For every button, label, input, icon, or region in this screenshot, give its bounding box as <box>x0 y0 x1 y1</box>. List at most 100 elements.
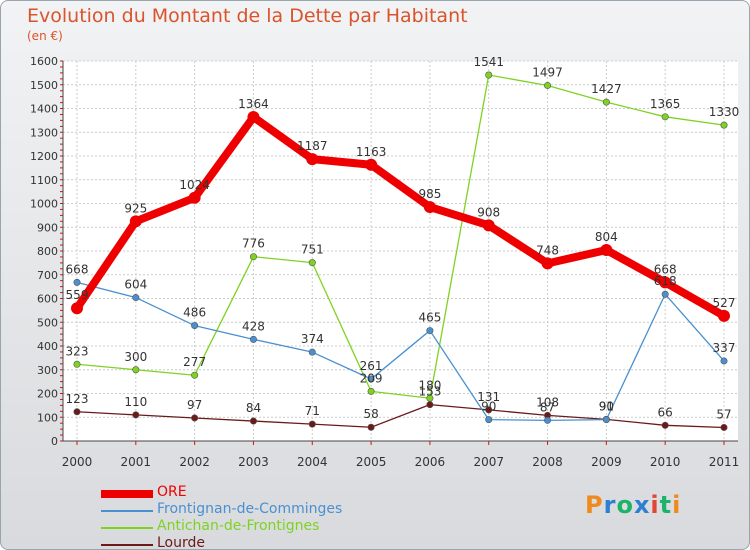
legend-label: Lourde <box>157 535 206 550</box>
series-line-2 <box>76 74 725 399</box>
data-label: 527 <box>713 296 736 310</box>
data-point <box>249 335 257 343</box>
data-label: 123 <box>66 392 89 406</box>
data-label: 486 <box>183 306 206 320</box>
data-label: 428 <box>242 319 265 333</box>
data-point <box>367 423 375 431</box>
data-point <box>720 423 728 431</box>
x-tick-label: 2003 <box>238 455 269 469</box>
data-label: 323 <box>66 344 89 358</box>
data-point <box>367 387 375 395</box>
series-line-3 <box>76 404 725 429</box>
data-point <box>426 394 434 402</box>
logo-letter: o <box>616 491 634 519</box>
logo-letter: x <box>633 491 651 519</box>
data-label: 71 <box>305 404 320 418</box>
data-label: 90 <box>599 400 614 414</box>
data-point <box>132 411 140 419</box>
y-tick-label: 1600 <box>30 55 58 68</box>
data-point <box>191 414 199 422</box>
data-point <box>423 201 436 214</box>
data-label: 84 <box>246 401 261 415</box>
data-label: 1330 <box>709 105 740 119</box>
y-tick-label: 1100 <box>30 174 58 187</box>
data-point <box>426 401 434 409</box>
proxiti-logo: Proxiti <box>585 491 681 519</box>
data-point <box>73 278 81 286</box>
data-point <box>661 421 669 429</box>
data-label: 66 <box>658 405 673 419</box>
data-point <box>73 360 81 368</box>
data-point <box>541 257 554 270</box>
data-label: 91 <box>599 399 614 413</box>
data-label: 985 <box>418 187 441 201</box>
data-label: 1365 <box>650 97 681 111</box>
data-label: 465 <box>418 311 441 325</box>
data-label: 618 <box>654 274 677 288</box>
data-point <box>73 408 81 416</box>
chart-title: Evolution du Montant de la Dette par Hab… <box>27 5 468 27</box>
legend-label: Frontignan-de-Comminges <box>157 501 343 517</box>
data-point <box>544 81 552 89</box>
data-point <box>247 111 260 124</box>
x-tick-label: 2011 <box>709 455 740 469</box>
data-label: 97 <box>187 398 202 412</box>
data-point <box>600 244 613 257</box>
data-point <box>188 191 201 204</box>
data-point <box>308 259 316 267</box>
data-label: 300 <box>124 350 147 364</box>
x-tick-label: 2006 <box>415 455 446 469</box>
data-point <box>659 276 672 289</box>
series-line-1 <box>76 281 725 421</box>
y-tick-label: 1200 <box>30 150 58 163</box>
data-point <box>602 98 610 106</box>
legend-swatch <box>101 490 153 498</box>
data-label: 748 <box>536 243 559 257</box>
x-tick-label: 2009 <box>591 455 622 469</box>
data-label: 559 <box>66 288 89 302</box>
data-point <box>485 71 493 79</box>
data-label: 804 <box>595 230 618 244</box>
data-point <box>426 327 434 335</box>
legend-label: ORE <box>157 484 187 500</box>
data-label: 180 <box>418 378 441 392</box>
legend-label: Antichan-de-Frontignes <box>157 518 320 534</box>
series-line-0 <box>73 113 728 320</box>
data-point <box>367 375 375 383</box>
y-tick-label: 200 <box>37 388 58 401</box>
data-label: 751 <box>301 243 324 257</box>
data-label: 110 <box>124 395 147 409</box>
data-label: 1541 <box>473 55 504 69</box>
y-tick-label: 100 <box>37 411 58 424</box>
y-tick-label: 300 <box>37 364 58 377</box>
data-point <box>249 417 257 425</box>
data-point <box>661 113 669 121</box>
y-tick-label: 900 <box>37 221 58 234</box>
data-point <box>191 371 199 379</box>
data-point <box>720 121 728 129</box>
data-label: 1497 <box>532 65 563 79</box>
y-tick-label: 800 <box>37 245 58 258</box>
data-label: 58 <box>363 407 378 421</box>
x-tick-label: 2008 <box>532 455 563 469</box>
data-label: 668 <box>66 262 89 276</box>
data-label: 1187 <box>297 139 328 153</box>
y-tick-label: 400 <box>37 340 58 353</box>
y-tick-label: 1500 <box>30 79 58 92</box>
x-tick-label: 2000 <box>62 455 93 469</box>
data-label: 209 <box>360 371 383 385</box>
data-label: 1024 <box>179 178 210 192</box>
legend-swatch <box>101 510 153 512</box>
data-label: 277 <box>183 355 206 369</box>
data-label: 57 <box>716 407 731 421</box>
data-label: 1163 <box>356 145 387 159</box>
data-point <box>308 348 316 356</box>
data-label: 261 <box>360 359 383 373</box>
data-point <box>308 420 316 428</box>
data-label: 925 <box>124 201 147 215</box>
logo-letter: r <box>603 491 617 519</box>
data-point <box>132 294 140 302</box>
x-tick-label: 2005 <box>356 455 387 469</box>
data-label: 337 <box>713 341 736 355</box>
